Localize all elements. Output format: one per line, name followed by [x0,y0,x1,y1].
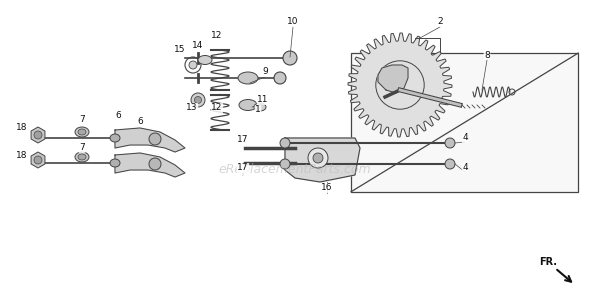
Polygon shape [285,138,360,182]
Text: 17: 17 [237,163,249,173]
Text: 13: 13 [186,104,198,112]
Text: 18: 18 [17,124,28,132]
Text: 7: 7 [79,143,85,153]
Text: 8: 8 [484,50,490,60]
Text: 14: 14 [192,40,204,50]
Text: 12: 12 [211,30,222,40]
Polygon shape [31,152,45,168]
Circle shape [191,93,205,107]
Text: 4: 4 [462,134,468,142]
Circle shape [34,131,42,139]
Text: 9: 9 [262,68,268,76]
Ellipse shape [110,159,120,167]
Circle shape [195,96,202,104]
Text: 4: 4 [462,163,468,173]
Text: 11: 11 [257,96,269,104]
Ellipse shape [110,134,120,142]
Text: 18: 18 [17,150,28,160]
Polygon shape [115,153,185,177]
Circle shape [280,138,290,148]
Circle shape [283,51,297,65]
Bar [351,53,578,192]
Circle shape [149,158,161,170]
Circle shape [376,61,424,109]
Circle shape [445,138,455,148]
Circle shape [445,159,455,169]
Text: 2: 2 [437,17,443,27]
Text: 7: 7 [79,116,85,124]
Ellipse shape [75,127,89,137]
Text: 1: 1 [255,106,261,114]
Circle shape [189,61,197,69]
Polygon shape [378,65,408,93]
Circle shape [313,153,323,163]
Circle shape [274,72,286,84]
Text: FR.: FR. [539,257,557,267]
Ellipse shape [78,154,86,160]
Ellipse shape [78,129,86,135]
Ellipse shape [239,99,257,111]
Text: 17: 17 [237,135,249,145]
Text: 16: 16 [321,183,333,193]
Ellipse shape [238,72,258,84]
Ellipse shape [198,55,212,65]
Text: 6: 6 [137,117,143,127]
Circle shape [308,148,328,168]
Text: eReplacementParts.com: eReplacementParts.com [219,163,371,176]
Text: 10: 10 [287,17,299,27]
Polygon shape [348,33,452,137]
Ellipse shape [254,103,266,111]
Text: 6: 6 [115,111,121,119]
Ellipse shape [75,152,89,162]
Polygon shape [115,128,185,152]
Circle shape [280,159,290,169]
Text: 15: 15 [174,45,186,55]
Circle shape [149,133,161,145]
Circle shape [34,156,42,164]
Polygon shape [31,127,45,143]
Text: 12: 12 [211,104,222,112]
